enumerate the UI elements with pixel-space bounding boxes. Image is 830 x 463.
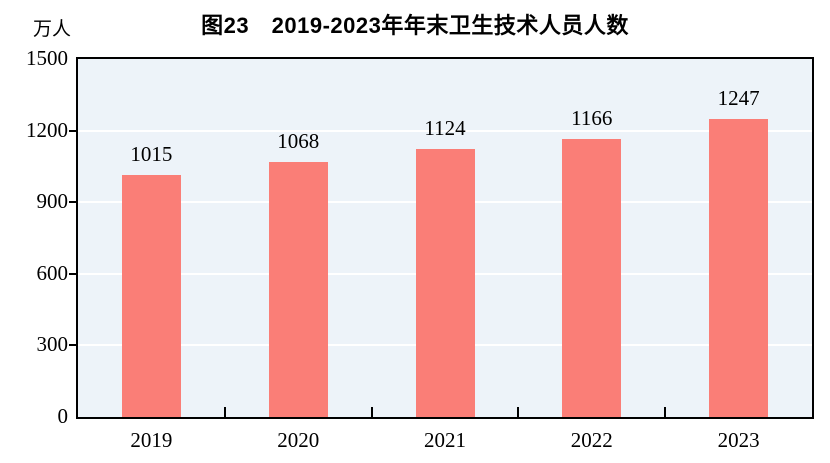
y-tick-label-300: 300	[36, 332, 69, 357]
bar-2023	[709, 119, 769, 417]
y-axis-tick-mark	[69, 201, 76, 204]
x-tick-label-2021: 2021	[424, 428, 466, 452]
bar-value-label-2023: 1247	[717, 86, 760, 111]
y-axis-tick-mark	[69, 272, 76, 275]
x-tick-label-2019: 2019	[130, 428, 173, 452]
y-axis-unit-label: 万人	[33, 19, 72, 40]
bar-2019	[121, 174, 181, 417]
x-axis-tick-mark	[517, 407, 520, 417]
gridline-1200	[78, 129, 812, 132]
y-axis-tick-mark	[69, 129, 76, 132]
y-tick-label-0: 0	[57, 404, 69, 428]
bar-value-label-2019: 1015	[130, 141, 173, 166]
bar-2020	[268, 162, 328, 417]
y-tick-label-1200: 1200	[26, 117, 68, 142]
bar-2022	[562, 138, 622, 417]
bar-value-label-2022: 1166	[571, 105, 613, 130]
x-axis-tick-mark	[223, 407, 226, 417]
plot-area: 1015 1068 1124 1166 1247	[76, 57, 814, 419]
bar-2021	[415, 148, 475, 417]
x-axis-tick-mark	[370, 407, 373, 417]
y-tick-label-600: 600	[36, 260, 69, 285]
bar-value-label-2021: 1124	[424, 115, 466, 140]
chart-title: 图23 2019-2023年年末卫生技术人员人数	[201, 13, 629, 38]
x-tick-label-2023: 2023	[717, 428, 760, 452]
y-tick-label-900: 900	[36, 189, 69, 214]
y-axis-tick-mark	[69, 344, 76, 347]
x-tick-label-2020: 2020	[277, 428, 320, 452]
x-axis-tick-mark	[664, 407, 667, 417]
bar-value-label-2020: 1068	[277, 129, 320, 154]
y-tick-label-1500: 1500	[26, 46, 68, 70]
x-tick-label-2022: 2022	[570, 428, 613, 452]
